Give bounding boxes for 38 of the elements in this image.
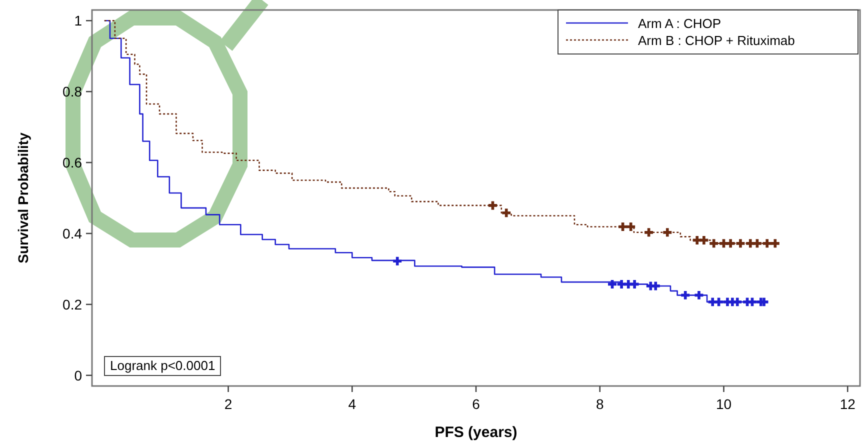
point	[630, 280, 639, 288]
y-tick-label: 1	[74, 12, 82, 29]
point	[700, 236, 708, 244]
x-tick-label: 4	[348, 396, 356, 412]
y-tick-label: 0.2	[62, 296, 82, 312]
point	[714, 298, 724, 306]
point	[488, 201, 497, 210]
x-tick-label: 12	[840, 396, 856, 412]
point	[651, 282, 660, 290]
y-tick-label: 0.8	[62, 84, 82, 100]
point	[681, 290, 690, 300]
point	[663, 228, 672, 237]
x-tick-label: 10	[716, 396, 732, 412]
point	[733, 298, 742, 306]
legend-label: Arm A : CHOP	[638, 16, 722, 31]
y-axis-title: Survival Probability	[15, 132, 31, 264]
y-tick-label: 0.6	[62, 154, 82, 171]
point	[502, 208, 511, 218]
point	[770, 239, 780, 248]
point	[393, 256, 402, 266]
y-tick-label: 0	[74, 367, 82, 384]
point	[694, 290, 704, 300]
x-tick-label: 6	[472, 396, 480, 412]
point	[608, 280, 616, 288]
legend-label: Arm B : CHOP + Rituximab	[638, 33, 795, 48]
annotation: Logrank p<0.0001	[104, 356, 222, 376]
y-tick-label: 0.4	[62, 225, 82, 242]
x-tick-label: 2	[224, 396, 232, 412]
point	[726, 239, 735, 248]
x-tick-label: 8	[596, 396, 604, 412]
point	[752, 239, 762, 248]
point	[626, 222, 636, 231]
point	[748, 298, 756, 306]
point	[710, 239, 718, 248]
point	[644, 228, 654, 237]
point	[762, 239, 772, 248]
x-axis-title: PFS (years)	[434, 424, 518, 441]
point	[736, 239, 745, 248]
